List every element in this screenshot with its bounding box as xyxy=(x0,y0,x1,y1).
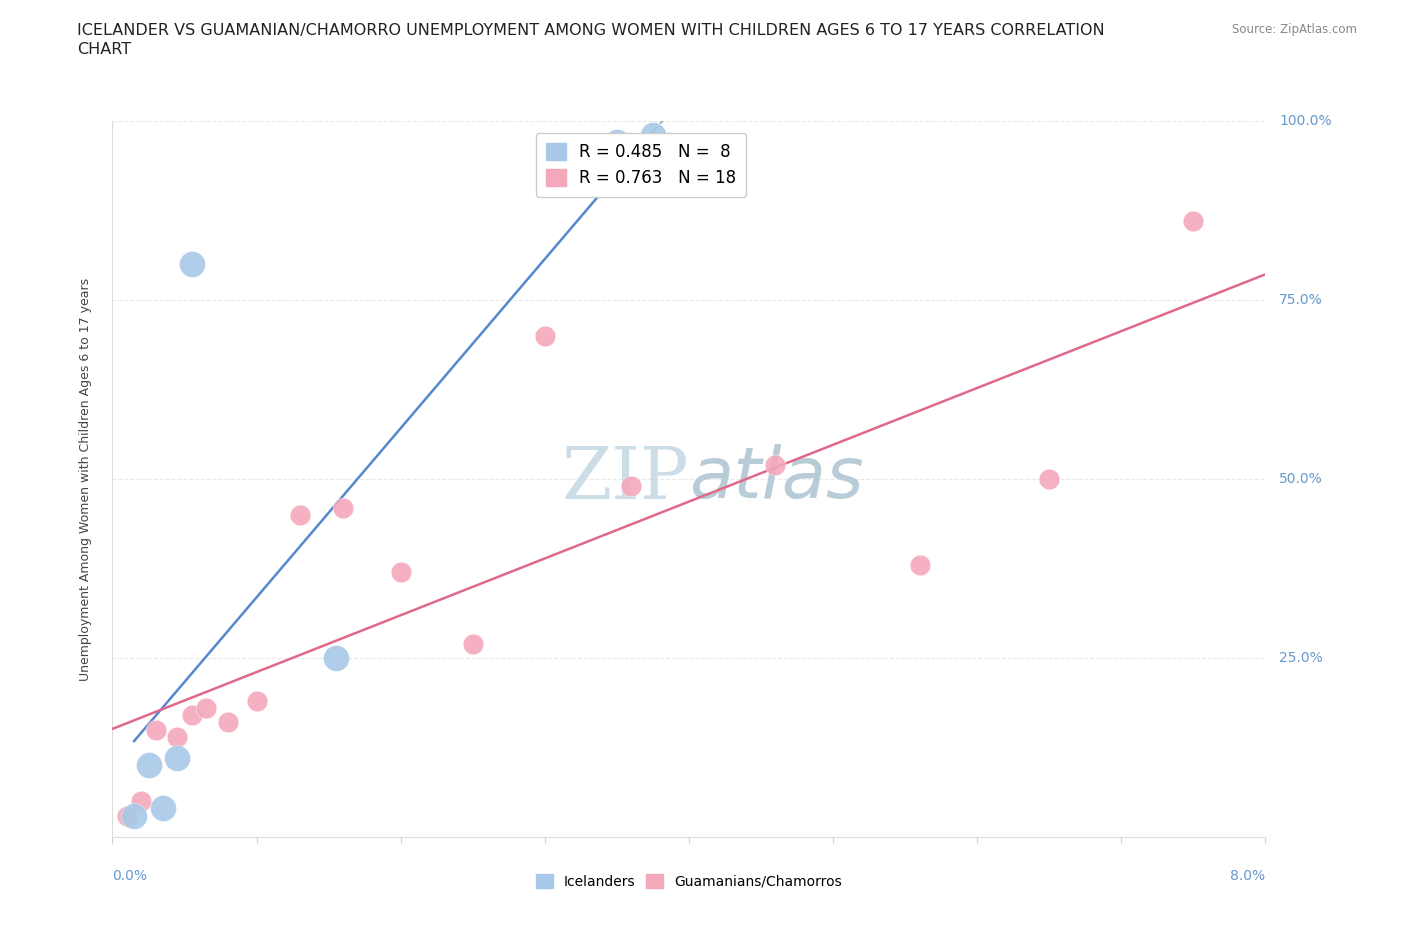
Point xyxy=(145,722,167,737)
Point xyxy=(606,135,628,150)
Point xyxy=(908,557,931,572)
Text: 50.0%: 50.0% xyxy=(1279,472,1323,486)
Text: 8.0%: 8.0% xyxy=(1230,870,1265,884)
Point xyxy=(620,479,643,494)
Point xyxy=(115,808,138,823)
Text: ICELANDER VS GUAMANIAN/CHAMORRO UNEMPLOYMENT AMONG WOMEN WITH CHILDREN AGES 6 TO: ICELANDER VS GUAMANIAN/CHAMORRO UNEMPLOY… xyxy=(77,23,1105,38)
Point xyxy=(765,458,787,472)
Point xyxy=(195,700,218,715)
Text: atlas: atlas xyxy=(689,445,863,513)
Point xyxy=(246,694,269,709)
Point xyxy=(166,751,188,765)
Point xyxy=(325,651,347,666)
Y-axis label: Unemployment Among Women with Children Ages 6 to 17 years: Unemployment Among Women with Children A… xyxy=(79,277,91,681)
Point xyxy=(288,508,311,523)
Point xyxy=(641,127,664,142)
Point xyxy=(332,500,354,515)
Point xyxy=(152,801,174,816)
Legend: Icelanders, Guamanians/Chamorros: Icelanders, Guamanians/Chamorros xyxy=(530,869,848,895)
Point xyxy=(389,565,412,579)
Point xyxy=(217,715,239,730)
Text: 25.0%: 25.0% xyxy=(1279,651,1323,665)
Point xyxy=(138,758,160,773)
Text: ZIP: ZIP xyxy=(561,444,689,514)
Point xyxy=(1182,214,1205,229)
Point xyxy=(461,636,484,651)
Point xyxy=(180,257,202,272)
Point xyxy=(166,729,188,744)
Point xyxy=(122,808,145,823)
Text: 0.0%: 0.0% xyxy=(112,870,148,884)
Point xyxy=(180,708,202,723)
Point xyxy=(129,794,153,809)
Point xyxy=(534,328,557,343)
Text: Source: ZipAtlas.com: Source: ZipAtlas.com xyxy=(1232,23,1357,36)
Text: CHART: CHART xyxy=(77,42,131,57)
Text: 75.0%: 75.0% xyxy=(1279,293,1323,307)
Point xyxy=(1038,472,1060,486)
Text: 100.0%: 100.0% xyxy=(1279,113,1331,128)
